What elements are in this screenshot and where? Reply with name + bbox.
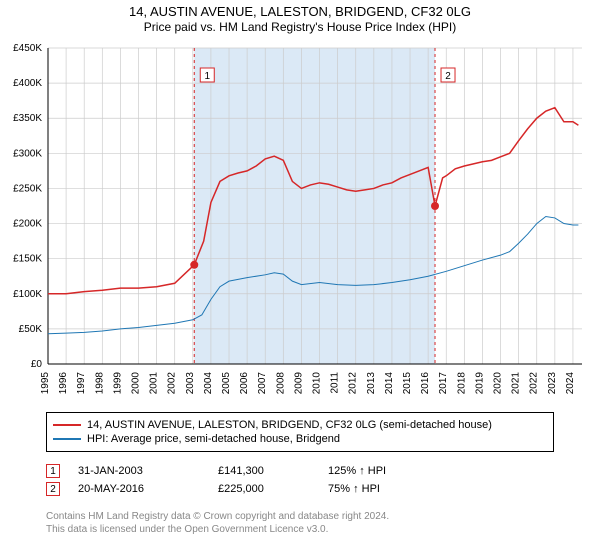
transaction-pct: 125% ↑ HPI [328,465,448,477]
svg-text:£150K: £150K [13,254,42,265]
transaction-row: 2 20-MAY-2016£225,00075% ↑ HPI [46,482,554,496]
svg-text:2011: 2011 [330,372,341,394]
svg-text:£200K: £200K [13,219,42,230]
chart-subtitle: Price paid vs. HM Land Registry's House … [0,20,600,34]
svg-text:1998: 1998 [94,372,105,395]
svg-text:1997: 1997 [76,372,87,395]
footer-attribution: Contains HM Land Registry data © Crown c… [46,510,554,536]
svg-text:£300K: £300K [13,148,42,159]
chart-title: 14, AUSTIN AVENUE, LALESTON, BRIDGEND, C… [0,4,600,19]
svg-text:2022: 2022 [529,372,540,395]
transaction-price: £225,000 [218,483,328,495]
svg-text:2000: 2000 [131,372,142,395]
legend-item: 14, AUSTIN AVENUE, LALESTON, BRIDGEND, C… [53,419,547,431]
svg-text:2017: 2017 [438,372,449,395]
svg-text:2010: 2010 [312,372,323,395]
svg-text:2003: 2003 [185,372,196,395]
svg-text:2023: 2023 [547,372,558,395]
svg-text:2002: 2002 [167,372,178,395]
transaction-marker: 2 [46,482,60,496]
transaction-row: 1 31-JAN-2003£141,300125% ↑ HPI [46,464,554,478]
svg-text:£0: £0 [31,359,43,370]
svg-text:£50K: £50K [19,324,43,335]
svg-text:2004: 2004 [203,372,214,395]
svg-text:2007: 2007 [257,372,268,395]
transaction-price: £141,300 [218,465,328,477]
footer-line-1: Contains HM Land Registry data © Crown c… [46,510,554,523]
svg-text:1995: 1995 [40,372,51,395]
svg-text:2016: 2016 [420,372,431,395]
svg-text:2012: 2012 [348,372,359,395]
line-chart: £0 £50K £100K £150K £200K £250K £300K £350K £400… [0,40,600,410]
svg-text:1: 1 [204,71,210,82]
svg-text:2005: 2005 [221,372,232,395]
svg-text:£350K: £350K [13,113,42,124]
legend-label: HPI: Average price, semi-detached house,… [87,433,340,445]
svg-text:2006: 2006 [239,372,250,395]
transaction-date: 31-JAN-2003 [78,465,218,477]
svg-text:2: 2 [445,71,451,82]
svg-text:2021: 2021 [511,372,522,395]
svg-text:£400K: £400K [13,78,42,89]
footer-line-2: This data is licensed under the Open Gov… [46,523,554,536]
title-block: 14, AUSTIN AVENUE, LALESTON, BRIDGEND, C… [0,0,600,34]
svg-text:2020: 2020 [493,372,504,395]
transactions-table: 1 31-JAN-2003£141,300125% ↑ HPI 2 20-MAY-20… [46,460,554,500]
svg-text:2015: 2015 [402,372,413,395]
legend-swatch [53,438,81,440]
svg-text:£250K: £250K [13,183,42,194]
svg-text:2014: 2014 [384,372,395,395]
legend-item: HPI: Average price, semi-detached house,… [53,433,547,445]
svg-text:1999: 1999 [112,372,123,395]
svg-text:1996: 1996 [58,372,69,395]
svg-text:2019: 2019 [474,372,485,395]
chart-container: 14, AUSTIN AVENUE, LALESTON, BRIDGEND, C… [0,0,600,560]
svg-text:2001: 2001 [149,372,160,395]
svg-text:2024: 2024 [565,372,576,395]
legend-swatch [53,424,81,426]
legend: 14, AUSTIN AVENUE, LALESTON, BRIDGEND, C… [46,412,554,452]
transaction-date: 20-MAY-2016 [78,483,218,495]
svg-text:2008: 2008 [275,372,286,395]
legend-label: 14, AUSTIN AVENUE, LALESTON, BRIDGEND, C… [87,419,492,431]
svg-text:£450K: £450K [13,43,42,54]
svg-text:2009: 2009 [293,372,304,395]
svg-text:£100K: £100K [13,289,42,300]
svg-text:2018: 2018 [456,372,467,395]
svg-text:2013: 2013 [366,372,377,395]
transaction-marker: 1 [46,464,60,478]
transaction-pct: 75% ↑ HPI [328,483,448,495]
